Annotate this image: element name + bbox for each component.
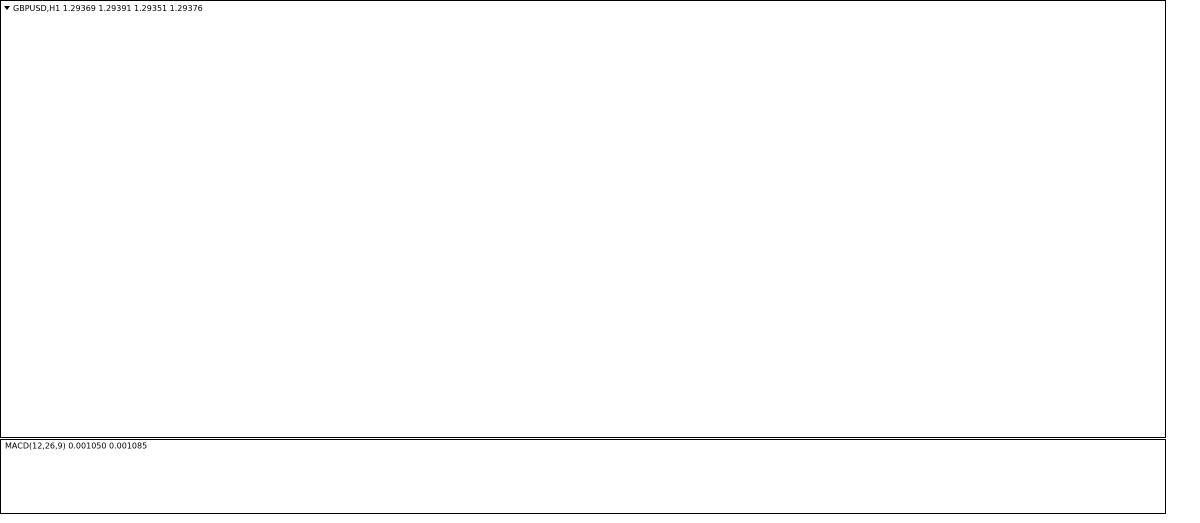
macd-pane-frame	[0, 439, 1166, 514]
menu-arrow[interactable]	[4, 6, 10, 10]
price-pane-frame	[0, 0, 1166, 438]
chart-title: GBPUSD,H1 1.29369 1.29391 1.29351 1.2937…	[13, 4, 203, 13]
macd-title: MACD(12,26,9) 0.001050 0.001085	[5, 442, 147, 451]
